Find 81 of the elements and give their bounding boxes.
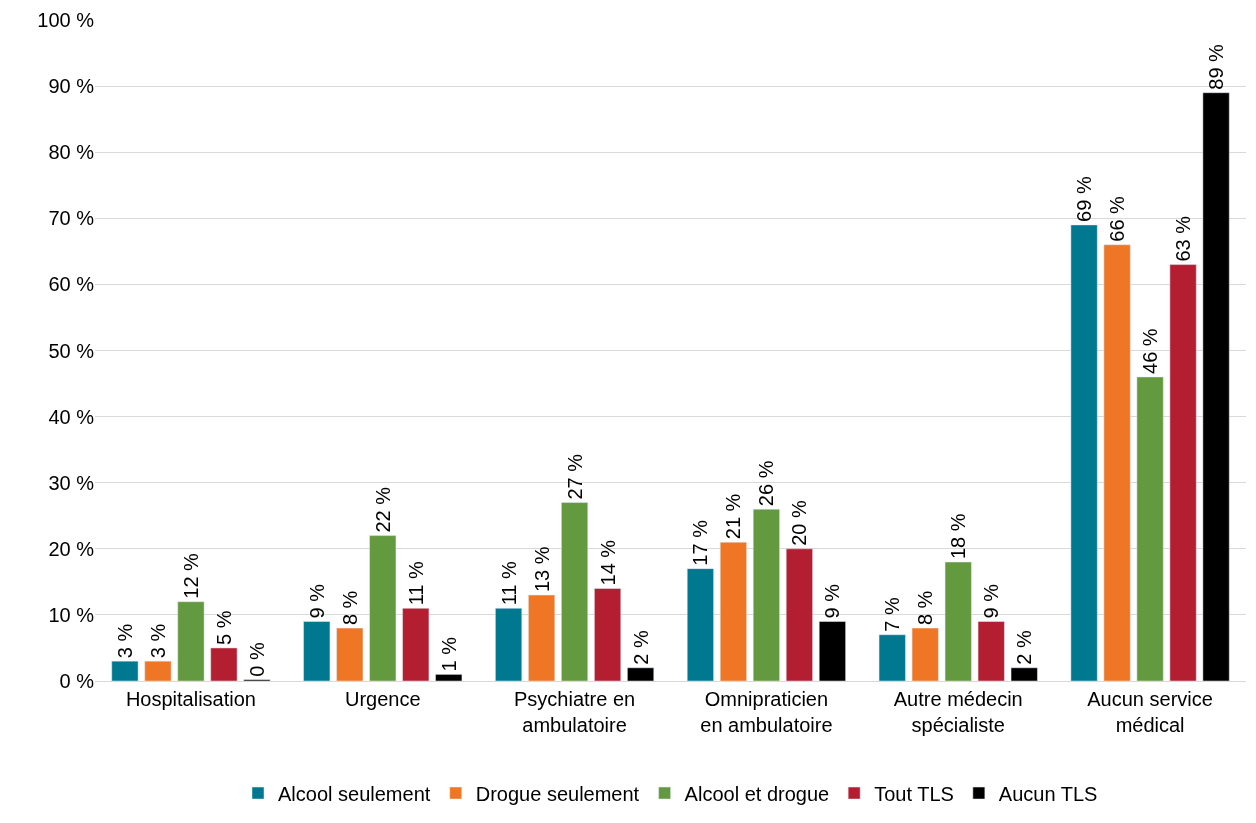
data-label: 69 % (1073, 176, 1096, 222)
data-label: 11 % (404, 560, 427, 606)
bar (303, 621, 331, 681)
bar (1169, 264, 1197, 681)
bar (336, 627, 364, 681)
legend-label: Drogue seulement (475, 782, 640, 805)
x-tick-label: Aucun service médical (1087, 688, 1213, 736)
data-label: 8 % (338, 590, 361, 626)
data-label: 20 % (788, 500, 811, 546)
data-label: 46 % (1139, 328, 1162, 374)
x-tick-label: Omnipraticien en ambulatoire (700, 688, 833, 736)
data-label: 5 % (212, 610, 235, 645)
y-tick-label: 70 % (48, 207, 95, 230)
data-label: 21 % (722, 493, 745, 540)
bar (1103, 244, 1131, 681)
x-tick-label: Urgence (344, 688, 421, 710)
data-label: 26 % (755, 460, 778, 507)
bar (495, 608, 523, 681)
x-tick-label: Psychiatre en ambulatoire (513, 688, 636, 736)
bar (627, 667, 655, 681)
bar (752, 508, 780, 681)
y-tick-label: 30 % (48, 471, 95, 494)
y-tick-label: 80 % (48, 141, 95, 164)
data-label: 8 % (914, 590, 937, 626)
data-label: 9 % (305, 583, 328, 619)
data-label: 13 % (530, 546, 553, 593)
data-label: 9 % (980, 583, 1003, 619)
data-label: 17 % (689, 519, 712, 566)
bar (369, 535, 397, 681)
y-tick-label: 50 % (48, 339, 95, 362)
data-label: 9 % (821, 583, 844, 619)
x-tick-label: Hospitalisation (125, 688, 256, 710)
bar (785, 548, 813, 681)
data-label: 12 % (179, 552, 202, 599)
y-tick-label: 0 % (59, 670, 95, 692)
bar (1136, 376, 1164, 681)
data-label: 89 % (1205, 43, 1228, 90)
data-label: 14 % (596, 539, 619, 586)
y-tick-label: 60 % (48, 273, 95, 296)
y-tick-label: 100 % (37, 9, 95, 31)
bar (719, 541, 747, 681)
data-label: 2 % (629, 630, 652, 665)
bar (528, 594, 556, 681)
legend-label: Alcool seulement (278, 782, 431, 805)
bar (878, 634, 906, 681)
data-label: 3 % (113, 623, 136, 659)
bar (1010, 667, 1038, 681)
legend-label: Aucun TLS (998, 782, 1098, 805)
x-tick-label: Autre médecin spécialiste (893, 688, 1023, 736)
bar (686, 568, 714, 681)
data-label: 66 % (1106, 195, 1129, 242)
data-label: 63 % (1172, 215, 1195, 262)
bar (561, 502, 589, 681)
bar (144, 660, 172, 681)
bar (1070, 224, 1098, 681)
data-label: 3 % (146, 623, 169, 659)
data-label: 11 % (497, 560, 520, 606)
y-tick-label: 10 % (48, 603, 95, 626)
y-tick-label: 40 % (48, 405, 95, 428)
bar (977, 621, 1005, 681)
bar (911, 627, 939, 681)
bar (402, 608, 430, 681)
data-label: 22 % (371, 486, 394, 533)
bar (594, 588, 622, 681)
bar (818, 621, 846, 681)
y-tick-label: 20 % (48, 537, 95, 560)
data-label: 7 % (881, 597, 904, 632)
bar (111, 660, 139, 681)
legend-label: Alcool et drogue (684, 782, 830, 805)
y-tick-label: 90 % (48, 75, 95, 98)
data-label: 2 % (1013, 630, 1036, 665)
bar (435, 674, 463, 681)
bar (944, 561, 972, 681)
legend-label: Tout TLS (874, 782, 954, 805)
bar (210, 647, 238, 681)
data-label: 18 % (947, 513, 970, 560)
bar (177, 601, 205, 681)
data-label: 27 % (563, 453, 586, 500)
bar (1202, 92, 1230, 681)
data-label: 1 % (437, 636, 460, 672)
data-label: 0 % (245, 642, 268, 677)
